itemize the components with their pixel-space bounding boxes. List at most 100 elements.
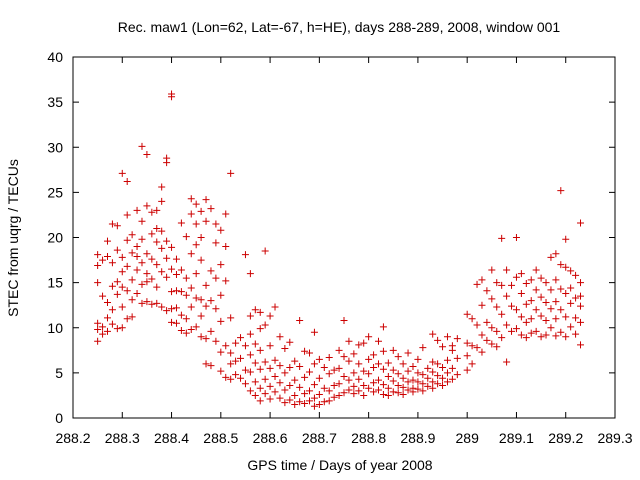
data-point [542, 317, 550, 325]
data-point [172, 319, 180, 327]
data-point [389, 366, 397, 374]
data-point [453, 371, 461, 379]
data-point [577, 302, 585, 310]
data-point [370, 379, 378, 387]
data-point [370, 351, 378, 359]
data-point [222, 277, 230, 285]
data-point [429, 358, 437, 366]
data-point [350, 350, 358, 358]
data-point [246, 270, 254, 278]
data-point [463, 366, 471, 374]
data-point [202, 217, 210, 225]
data-point [266, 364, 274, 372]
data-point [429, 384, 437, 392]
data-point [537, 312, 545, 320]
data-point [99, 330, 107, 338]
data-point [197, 207, 205, 215]
data-point [394, 353, 402, 361]
data-point [133, 289, 141, 297]
data-point [133, 252, 141, 260]
data-point [256, 325, 264, 333]
data-point [493, 327, 501, 335]
data-point [306, 397, 314, 405]
data-point [439, 363, 447, 371]
data-point [217, 226, 225, 234]
data-point [508, 327, 516, 335]
data-point [503, 292, 511, 300]
data-point [172, 271, 180, 279]
data-point [443, 378, 451, 386]
data-point [251, 391, 259, 399]
data-point [360, 382, 368, 390]
data-point [118, 324, 126, 332]
data-point [517, 313, 525, 321]
data-point [537, 333, 545, 341]
x-axis: 288.2 288.3 288.4 288.5 288.6 288.7 288.8 288.9… [55, 57, 633, 446]
data-point [153, 224, 161, 232]
data-point [498, 334, 506, 342]
data-point [212, 337, 220, 345]
data-point [276, 394, 284, 402]
data-point [143, 270, 151, 278]
data-point [517, 331, 525, 339]
data-point [182, 291, 190, 299]
data-point [335, 391, 343, 399]
data-point [207, 267, 215, 275]
data-point [148, 255, 156, 263]
data-point [163, 273, 171, 281]
data-point [133, 266, 141, 274]
data-point [217, 291, 225, 299]
data-point [256, 308, 264, 316]
data-point [143, 278, 151, 286]
data-point [537, 274, 545, 282]
data-point [508, 281, 516, 289]
data-point [315, 355, 323, 363]
data-point [246, 368, 254, 376]
data-point [572, 294, 580, 302]
data-point [202, 281, 210, 289]
data-point [103, 314, 111, 322]
data-point [182, 315, 190, 323]
data-point [478, 276, 486, 284]
data-point [241, 251, 249, 259]
data-point [197, 234, 205, 241]
data-point [463, 339, 471, 347]
data-point [439, 382, 447, 390]
data-point [197, 333, 205, 341]
data-point [291, 391, 299, 399]
data-point [468, 342, 476, 350]
data-point [330, 366, 338, 374]
data-point [394, 382, 402, 390]
data-point [453, 354, 461, 362]
y-tick-label: 35 [47, 94, 63, 110]
data-point [118, 303, 126, 311]
data-point [271, 303, 279, 311]
data-point [306, 349, 314, 357]
data-point [374, 337, 382, 345]
data-point [552, 298, 560, 306]
y-tick-label: 15 [47, 275, 63, 291]
data-point [118, 268, 126, 276]
data-point [94, 279, 102, 287]
data-point [113, 290, 121, 298]
data-point [261, 375, 269, 383]
data-point [103, 298, 111, 306]
data-point [222, 342, 230, 350]
data-point [123, 262, 131, 270]
data-point [182, 233, 190, 241]
data-point [251, 340, 259, 348]
data-point [192, 323, 200, 331]
data-point [379, 323, 387, 331]
data-point [153, 238, 161, 246]
y-tick-label: 10 [47, 320, 63, 336]
data-point [261, 358, 269, 366]
data-point [409, 388, 417, 396]
data-point [439, 374, 447, 382]
data-point [374, 360, 382, 368]
data-point [99, 256, 107, 264]
data-point [330, 382, 338, 390]
data-point [168, 93, 176, 101]
data-point [168, 318, 176, 326]
data-point [340, 372, 348, 380]
